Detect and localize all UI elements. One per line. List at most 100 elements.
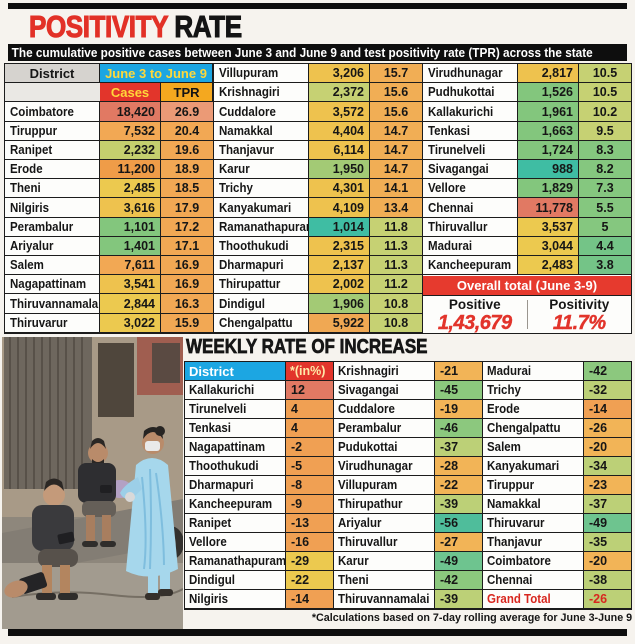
- cases-cell: 1,014: [309, 217, 370, 237]
- seated-man-center: [78, 438, 116, 547]
- weekly-section-title: WEEKLY RATE OF INCREASE: [186, 336, 428, 359]
- district-cell: Vellore: [423, 179, 518, 199]
- cases-cell: 5,922: [309, 313, 370, 333]
- district-cell: Ariyalur: [5, 236, 100, 257]
- weekly-rate-table: District *(in%) Kallakurichi 12 Tirunelv…: [184, 361, 632, 610]
- tpr-cell: 15.6: [370, 83, 422, 103]
- totals-divider: [526, 300, 528, 329]
- rate-cell: -26: [584, 419, 631, 439]
- district-cell: Virudhunagar: [423, 64, 518, 84]
- tpr-cell: 11.2: [370, 275, 422, 295]
- cases-cell: 1,906: [309, 294, 370, 314]
- rate-cell: -8: [286, 476, 333, 496]
- positivity-total: Positivity 11.7%: [528, 296, 632, 333]
- district-cell: Ramanathapuram: [185, 552, 286, 572]
- tpr-cell: 4.4: [579, 236, 631, 257]
- rate-cell: -35: [584, 533, 631, 553]
- district-cell: Theni: [5, 179, 100, 199]
- district-cell: Tiruppur: [5, 121, 100, 141]
- rate-cell: -14: [584, 400, 631, 420]
- district-cell: Thirupathur: [334, 495, 435, 515]
- district-cell: Salem: [483, 438, 584, 458]
- rate-cell: -39: [435, 590, 482, 610]
- rate-cell: -29: [286, 552, 333, 572]
- page-title: POSITIVITY RATE: [29, 8, 282, 45]
- rate-cell: -22: [435, 476, 482, 496]
- positivity-table-group-2: Villupuram 3,206 15.7 Krishnagiri 2,372 …: [213, 64, 422, 333]
- district-cell: Kanyakumari: [214, 198, 309, 218]
- district-cell: Tirunelveli: [185, 400, 286, 420]
- overall-total-banner: Overall total (June 3-9): [423, 276, 631, 296]
- rate-cell: -9: [286, 495, 333, 515]
- positivity-value: 11.7%: [552, 312, 607, 334]
- district-cell: Virudhunagar: [334, 457, 435, 477]
- rate-cell: -49: [435, 552, 482, 572]
- rate-cell: -14: [286, 590, 333, 610]
- cases-cell: 2,483: [518, 256, 579, 276]
- cases-cell: 2,485: [100, 179, 161, 199]
- weekly-table-group-1: District *(in%) Kallakurichi 12 Tirunelv…: [185, 362, 333, 610]
- district-cell: Perambalur: [334, 419, 435, 439]
- cases-cell: 2,372: [309, 83, 370, 103]
- weekly-table-group-3: Madurai -42 Trichy -32 Erode -14 Chengal…: [482, 362, 631, 610]
- rate-cell: 4: [286, 419, 333, 439]
- district-cell: Cuddalore: [214, 102, 309, 122]
- seated-man-front: [32, 478, 78, 600]
- rate-cell: -21: [435, 362, 482, 382]
- cases-cell: 3,537: [518, 217, 579, 237]
- district-cell: Madurai: [483, 362, 584, 382]
- district-cell: Chengalpattu: [483, 419, 584, 439]
- rate-cell: -20: [584, 438, 631, 458]
- district-cell: Ramanathapuram: [214, 217, 309, 237]
- cases-cell: 11,200: [100, 160, 161, 180]
- cases-cell: 988: [518, 160, 579, 180]
- district-cell: Erode: [5, 160, 100, 180]
- rate-cell: -16: [286, 533, 333, 553]
- positivity-table: District June 3 to June 9 Cases TPR Coim…: [4, 63, 632, 334]
- district-cell: Dindigul: [214, 294, 309, 314]
- rate-cell: -42: [584, 362, 631, 382]
- rate-cell: 4: [286, 400, 333, 420]
- tpr-cell: 10.8: [370, 294, 422, 314]
- title-red-part: POSITIVITY: [29, 8, 169, 44]
- tpr-cell: 5: [579, 217, 631, 237]
- district-cell: Trichy: [214, 179, 309, 199]
- top-rule: [8, 3, 627, 9]
- cases-cell: 3,541: [100, 275, 161, 295]
- cases-cell: 4,404: [309, 121, 370, 141]
- weekly-percent-header: *(in%): [286, 362, 333, 382]
- district-cell: Krishnagiri: [214, 83, 309, 103]
- district-cell: Thiruvannamalai: [5, 294, 100, 314]
- rate-cell: -22: [286, 571, 333, 591]
- district-cell: Vellore: [185, 533, 286, 553]
- tpr-cell: 15.7: [370, 64, 422, 84]
- cases-cell: 4,301: [309, 179, 370, 199]
- cases-cell: 2,137: [309, 256, 370, 276]
- rate-cell: -56: [435, 514, 482, 534]
- tpr-cell: 10.8: [370, 313, 422, 333]
- district-cell: Tenkasi: [185, 419, 286, 439]
- cases-cell: 1,526: [518, 83, 579, 103]
- district-cell: Nagapattinam: [5, 275, 100, 295]
- rate-cell: -34: [584, 457, 631, 477]
- cases-cell: 6,114: [309, 140, 370, 161]
- tpr-cell: 14.7: [370, 121, 422, 141]
- rate-cell: -5: [286, 457, 333, 477]
- district-cell: Thiruvarur: [483, 514, 584, 534]
- rate-cell: 12: [286, 381, 333, 401]
- district-cell: Erode: [483, 400, 584, 420]
- rate-cell: -27: [435, 533, 482, 553]
- cases-cell: 3,206: [309, 64, 370, 84]
- district-column-header: District: [5, 64, 100, 84]
- rate-cell: -19: [435, 400, 482, 420]
- district-cell: Nilgiris: [185, 590, 286, 610]
- rate-cell: -37: [584, 495, 631, 515]
- ppe-worker: [120, 426, 178, 600]
- district-cell: Kancheepuram: [185, 495, 286, 515]
- district-cell: Sivagangai: [423, 160, 518, 180]
- cases-cell: 1,663: [518, 121, 579, 141]
- district-cell: Chennai: [483, 571, 584, 591]
- positivity-table-group-1: District June 3 to June 9 Cases TPR Coim…: [5, 64, 213, 333]
- positive-value: 1,43,679: [437, 312, 513, 334]
